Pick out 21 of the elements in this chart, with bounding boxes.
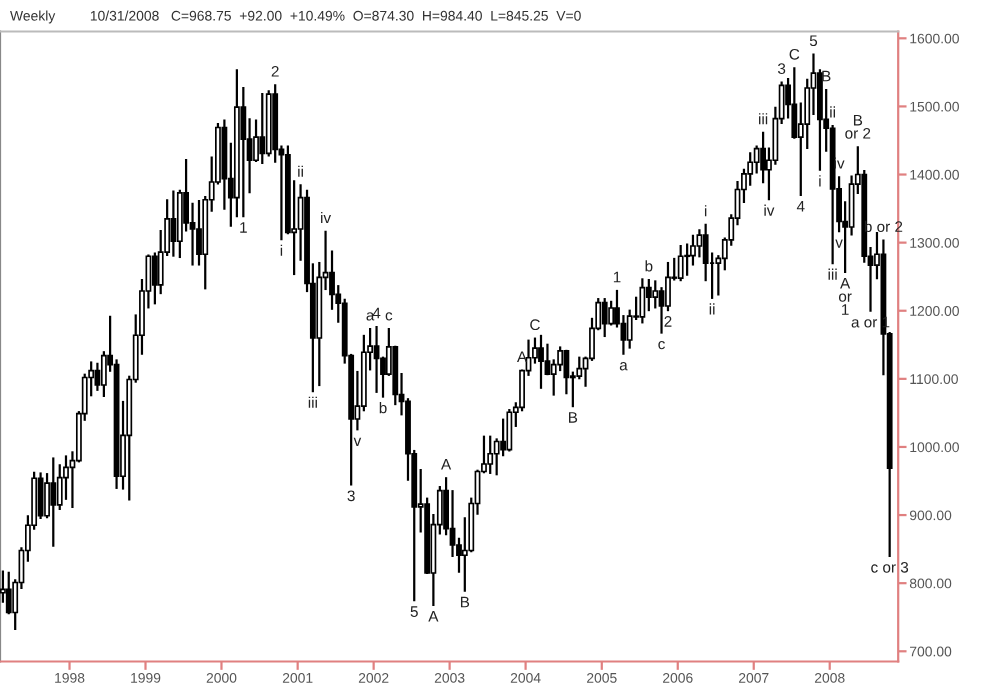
candlestick: [259, 93, 266, 165]
candlestick: [684, 243, 691, 276]
candlestick: [487, 435, 494, 474]
candlestick: [170, 190, 177, 257]
candlestick: [538, 334, 544, 389]
candlestick: [151, 252, 158, 305]
candlestick: [500, 418, 507, 457]
candlestick: [37, 472, 44, 519]
candlestick: [608, 300, 615, 326]
candlestick: [5, 571, 12, 615]
candlestick: [677, 244, 684, 282]
candlestick: [506, 409, 513, 452]
candlestick: [240, 86, 247, 218]
candlestick: [639, 278, 646, 324]
candlestick: [196, 199, 202, 266]
candlestick: [601, 298, 608, 338]
candlestick: [50, 457, 57, 547]
candlestick: [696, 229, 703, 258]
candlestick: [652, 280, 659, 309]
candlestick: [373, 325, 380, 393]
candlestick: [645, 278, 652, 312]
